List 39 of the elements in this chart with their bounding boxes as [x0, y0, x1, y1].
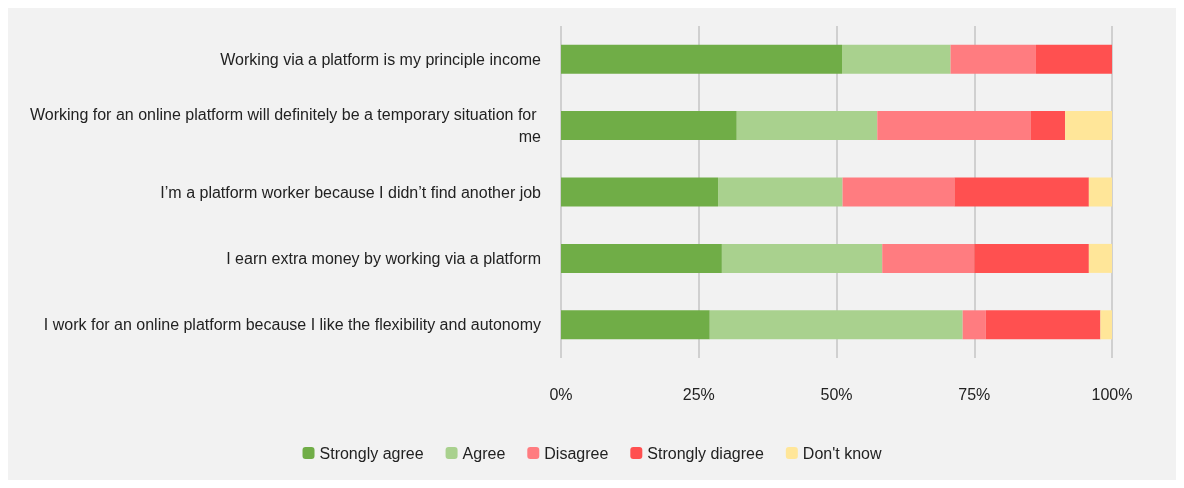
y-tick-label: Working via a platform is my principle income [220, 50, 542, 68]
bar [842, 177, 955, 207]
bar [842, 44, 951, 74]
bar [1088, 243, 1112, 273]
bar [950, 44, 1036, 74]
x-tick-label: 75% [958, 385, 991, 403]
bar [561, 44, 843, 74]
legend-label: Don't know [802, 444, 882, 462]
bar [561, 177, 719, 207]
legend-label: Strongly agree [319, 444, 424, 462]
bar [1100, 310, 1112, 340]
bar [962, 310, 986, 340]
bar [718, 177, 843, 207]
x-tick-label: 25% [682, 385, 715, 403]
bar [709, 310, 963, 340]
x-tick-label: 0% [549, 385, 573, 403]
bar [882, 243, 975, 273]
bar [561, 111, 737, 141]
y-tick-label: I work for an online platform because I like the flexibility and autonomy [43, 316, 541, 334]
bar [1088, 177, 1112, 207]
bar [1030, 111, 1066, 141]
bar [1035, 44, 1112, 74]
bar [561, 310, 710, 340]
bar [561, 243, 722, 273]
legend-label: Strongly diagree [647, 444, 764, 462]
bar [974, 243, 1089, 273]
y-tick-label: Working for an online platform will definitely be a temporary situation for me [29, 106, 542, 146]
y-tick-label: I’m a platform worker because I didn’t find another job [160, 183, 542, 201]
y-tick-label: I earn extra money by working via a platform [226, 249, 541, 267]
legend-label: Agree [462, 444, 506, 462]
bar [877, 111, 1031, 141]
bar [985, 310, 1101, 340]
bar [1065, 111, 1112, 141]
legend-label: Disagree [544, 444, 609, 462]
bar [736, 111, 878, 141]
x-tick-label: 100% [1091, 385, 1133, 403]
x-tick-label: 50% [820, 385, 853, 403]
bar [954, 177, 1089, 207]
bar [721, 243, 883, 273]
